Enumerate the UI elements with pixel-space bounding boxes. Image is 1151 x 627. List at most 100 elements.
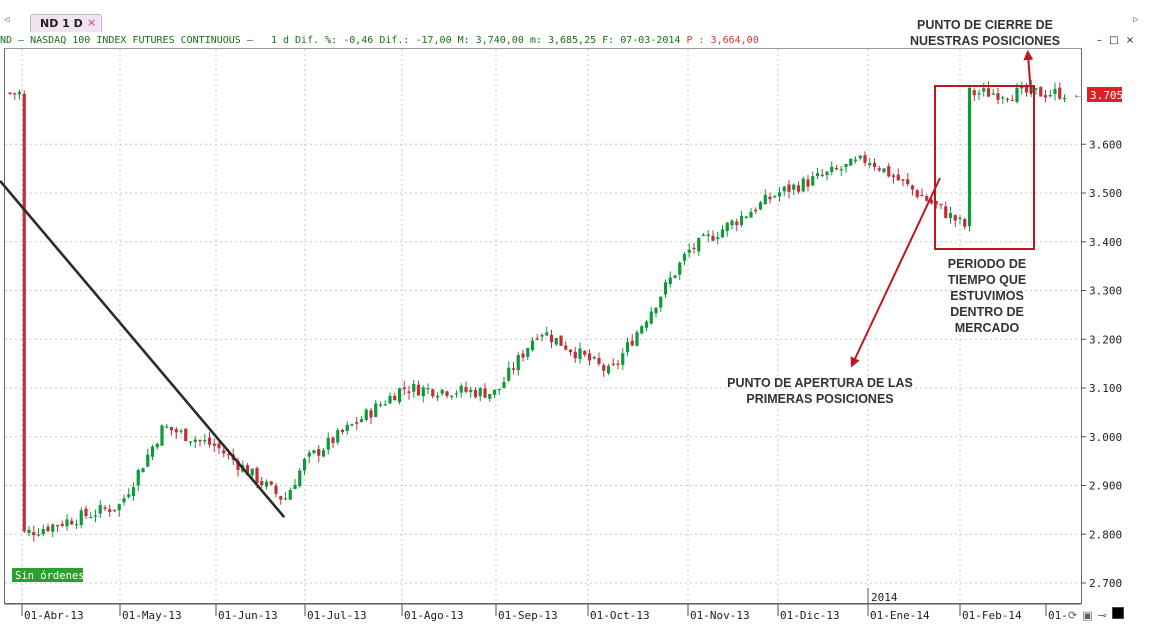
candle-body <box>473 390 478 398</box>
pin-icon[interactable]: ⊸ <box>1097 609 1107 622</box>
candle-body <box>739 215 744 225</box>
candle-body <box>796 185 801 192</box>
candle-body <box>302 458 307 471</box>
scroll-left-icon[interactable]: ◁ <box>4 15 10 25</box>
candle-body <box>217 443 221 449</box>
candle-body <box>616 363 620 365</box>
candle-body <box>141 468 145 473</box>
candle-body <box>953 215 957 221</box>
candle-body <box>359 419 364 423</box>
crosshair-icon: ⇠ <box>1075 91 1081 102</box>
candle-body <box>849 158 853 166</box>
candle-body <box>882 168 886 173</box>
candle-body <box>934 201 938 205</box>
candle-body <box>977 93 981 95</box>
candle-body <box>815 173 820 177</box>
candle-body <box>146 454 150 467</box>
candle-body <box>587 353 592 361</box>
scroll-right-icon[interactable]: ▷ <box>1133 15 1139 25</box>
x-tick-label: 01- <box>1048 609 1068 622</box>
candle-body <box>307 452 311 457</box>
close-icon[interactable]: × <box>87 16 97 29</box>
period-label-1: PERIODO DE <box>948 257 1027 271</box>
candle-body <box>454 393 459 395</box>
candle-body <box>488 393 492 399</box>
candle-body <box>174 429 178 433</box>
candle-body <box>592 356 596 359</box>
instrument-info-bar: ND – NASDAQ 100 INDEX FUTURES CONTINUOUS… <box>0 33 1080 48</box>
candle-body <box>89 516 93 519</box>
candle-body <box>212 443 216 446</box>
color-square-icon[interactable] <box>1111 607 1124 619</box>
candle-body <box>825 171 829 176</box>
candle-body <box>549 334 554 343</box>
info-period: 1 d <box>270 35 289 46</box>
chart-grid <box>5 49 1081 603</box>
candle-body <box>55 525 60 527</box>
candle-body <box>872 162 877 167</box>
info-dif-pct: Dif. %: -0,46 <box>295 35 374 46</box>
candle-body <box>1062 97 1067 100</box>
candle-body <box>431 389 435 397</box>
candle-body <box>117 504 121 511</box>
candle-body <box>127 494 131 497</box>
candles <box>8 79 1067 542</box>
x-tick-label: 01-Dic-13 <box>780 609 840 622</box>
candle-body <box>378 404 383 406</box>
y-tick-label: 3.000 <box>1089 431 1122 444</box>
no-orders-badge: Sin órdenes <box>15 570 85 582</box>
candle-body <box>697 237 701 252</box>
candle-body <box>939 203 943 206</box>
candle-body <box>678 262 682 275</box>
candle-body <box>659 296 663 308</box>
candle-body <box>8 92 12 94</box>
candle-body <box>573 351 577 359</box>
candle-body <box>279 496 283 500</box>
candle-body <box>649 311 653 324</box>
candle-body <box>868 163 872 166</box>
candle-body <box>79 510 83 526</box>
candle-body <box>350 424 354 426</box>
info-min: m: 3,685,25 <box>529 35 597 46</box>
y-tick-label: 3.600 <box>1089 138 1122 151</box>
info-symbol: ND – NASDAQ 100 INDEX FUTURES CONTINUOUS… <box>0 35 253 46</box>
period-box <box>934 85 1035 250</box>
candle-body <box>41 529 45 535</box>
candle-body <box>1005 98 1010 100</box>
candle-body <box>17 91 22 95</box>
candle-body <box>293 484 297 490</box>
candle-body <box>782 186 786 192</box>
window-controls[interactable]: – □ × <box>1097 35 1137 46</box>
candle-body <box>184 428 188 442</box>
candle-body <box>986 88 991 97</box>
last-price-bg <box>1087 87 1122 102</box>
candle-body <box>687 249 691 253</box>
candle-body <box>640 326 644 334</box>
trend-line <box>0 179 286 519</box>
candle-body <box>222 450 226 454</box>
candle-body <box>630 340 634 346</box>
candle-body <box>264 481 269 487</box>
save-icon[interactable]: ▣ <box>1082 609 1093 622</box>
candle-body <box>834 168 839 170</box>
candle-body <box>492 389 497 395</box>
refresh-icon[interactable]: ⟳ <box>1068 609 1078 622</box>
candle-body <box>274 485 278 494</box>
candle-body <box>1024 84 1029 93</box>
candle-body <box>944 206 948 218</box>
tab-nd-1d[interactable]: ND 1 D × <box>30 14 102 32</box>
candle-body <box>654 307 658 314</box>
candle-body <box>910 185 915 190</box>
x-tick-label: 01-Oct-13 <box>590 609 650 622</box>
x-tick-label: 01-Nov-13 <box>690 609 750 622</box>
y-tick-label: 2.800 <box>1089 528 1122 541</box>
candle-body <box>407 391 411 393</box>
candle-body <box>269 481 273 485</box>
candle-body <box>502 382 506 388</box>
info-date: F: 07-03-2014 <box>602 35 681 46</box>
candle-body <box>283 498 288 500</box>
candle-body <box>749 211 753 218</box>
candle-body <box>996 93 1000 100</box>
info-dif: Dif.: -17,00 <box>379 35 452 46</box>
